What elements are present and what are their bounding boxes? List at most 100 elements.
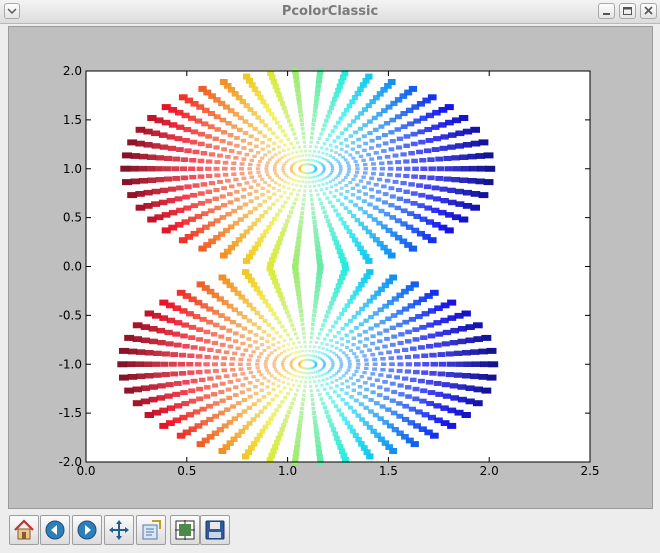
mesh-cell [452, 166, 462, 172]
mesh-cell [450, 395, 459, 401]
mesh-cell [231, 208, 238, 214]
mesh-cell [298, 362, 301, 365]
mesh-cell [325, 371, 329, 374]
y-tick-label: -1.5 [59, 406, 82, 420]
back-button[interactable] [40, 515, 70, 545]
mesh-cell [266, 265, 274, 272]
save-button[interactable] [200, 515, 230, 545]
home-button[interactable] [9, 515, 39, 545]
mesh-cell [488, 361, 499, 368]
mesh-cell [359, 375, 365, 379]
mesh-cell [307, 172, 310, 175]
mesh-cell [284, 310, 290, 315]
mesh-cell [301, 171, 305, 174]
pan-button[interactable] [104, 515, 134, 545]
window-menu-button[interactable] [4, 3, 20, 19]
mesh-cell [363, 171, 368, 175]
mesh-cell [266, 144, 271, 148]
mesh-cell [211, 292, 220, 299]
mesh-cell [361, 134, 367, 139]
mesh-cell [341, 155, 345, 159]
mesh-cell [338, 252, 345, 259]
mesh-cell [331, 364, 335, 368]
mesh-cell [290, 206, 295, 210]
mesh-cell [427, 175, 435, 181]
mesh-cell [320, 383, 324, 387]
mesh-cell [292, 397, 296, 401]
mesh-cell [283, 162, 287, 165]
minimize-button[interactable] [598, 3, 615, 19]
y-tick-label: 2.0 [63, 64, 82, 78]
mesh-cell [267, 261, 274, 268]
mesh-cell [304, 149, 307, 153]
mesh-cell [286, 137, 291, 142]
mesh-cell [284, 356, 288, 359]
mesh-cell [405, 107, 414, 113]
mesh-cell [317, 161, 321, 164]
mesh-cell [179, 166, 188, 172]
mesh-cell [280, 400, 285, 404]
mesh-cell [445, 119, 454, 126]
mesh-cell [347, 167, 352, 171]
mesh-cell [208, 181, 216, 186]
mesh-cell [334, 145, 339, 149]
mesh-cell [315, 445, 322, 452]
mesh-cell [292, 188, 296, 192]
mesh-cell [314, 355, 317, 358]
mesh-cell [223, 350, 230, 355]
mesh-cell [243, 73, 251, 80]
mesh-cell [272, 216, 277, 222]
mesh-cell [359, 306, 365, 312]
subplots-button[interactable] [170, 515, 200, 545]
mesh-cell [313, 419, 318, 425]
mesh-cell [399, 238, 408, 245]
mesh-cell [314, 95, 320, 101]
mesh-cell [311, 376, 315, 379]
mesh-cell [339, 186, 344, 190]
mesh-cell [315, 441, 321, 447]
mesh-cell [320, 352, 324, 355]
mesh-cell [304, 180, 308, 184]
mesh-cell [369, 176, 375, 181]
mesh-cell [154, 166, 163, 172]
close-button[interactable] [640, 3, 657, 19]
mesh-cell [387, 252, 396, 259]
mesh-cell [155, 177, 165, 183]
mesh-cell [267, 150, 272, 154]
y-tick-label: 1.5 [63, 113, 82, 127]
mesh-cell [385, 407, 392, 412]
mesh-cell [135, 204, 146, 211]
mesh-cell [242, 453, 250, 460]
mesh-cell [234, 143, 240, 148]
mesh-cell [272, 167, 277, 171]
mesh-cell [302, 140, 306, 144]
mesh-cell [182, 138, 190, 143]
mesh-cell [343, 127, 349, 132]
mesh-cell [316, 72, 323, 79]
maximize-button[interactable] [619, 3, 636, 19]
mesh-cell [221, 300, 229, 306]
mesh-cell [314, 361, 317, 364]
mesh-cell [210, 332, 218, 337]
mesh-cell [235, 237, 243, 243]
mesh-cell [304, 185, 307, 188]
mesh-cell [326, 310, 331, 315]
mesh-cell [423, 184, 432, 190]
mesh-cell [424, 293, 433, 299]
mesh-cell [316, 268, 323, 275]
mesh-cell [395, 145, 403, 150]
mesh-cell [339, 365, 343, 368]
mesh-cell [308, 367, 311, 370]
mesh-cell [378, 124, 385, 129]
mesh-cell [362, 354, 367, 358]
mesh-cell [403, 159, 410, 164]
mesh-cell [176, 185, 184, 191]
mesh-cell [337, 370, 341, 373]
mesh-cell [470, 126, 480, 133]
mesh-cell [408, 245, 418, 252]
zoom-button[interactable] [136, 515, 166, 545]
mesh-cell [223, 374, 230, 379]
mesh-cell [405, 437, 414, 444]
forward-button[interactable] [72, 515, 102, 545]
mesh-cell [300, 164, 304, 167]
